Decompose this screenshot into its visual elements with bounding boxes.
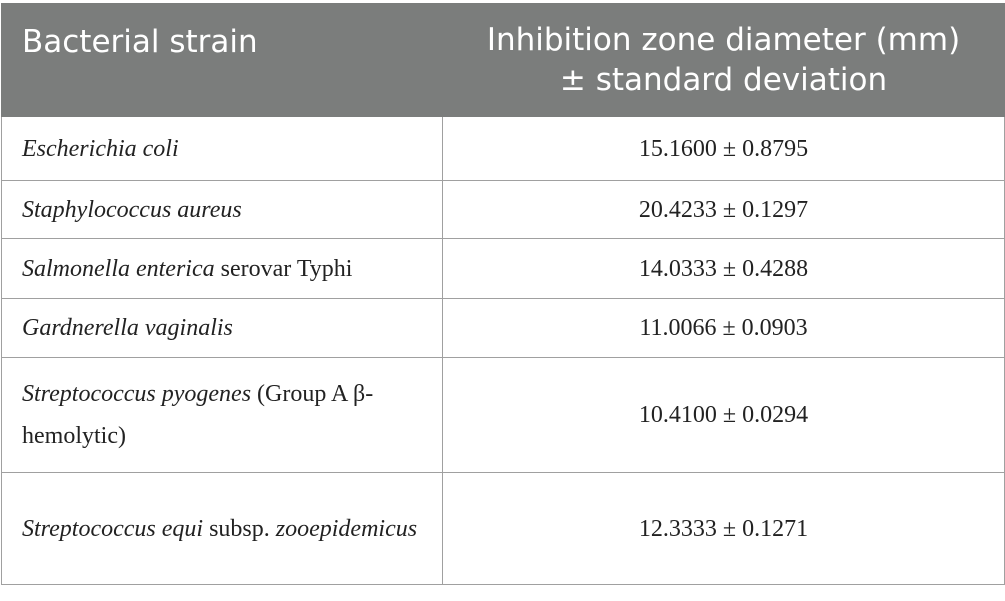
table-row: Salmonella enterica serovar Typhi 14.0333… (1, 238, 1005, 299)
strain-cell: Salmonella enterica serovar Typhi (1, 238, 443, 299)
strain-text: serovar Typhi (214, 255, 353, 282)
strain-text: Streptococcus pyogenes (22, 381, 252, 407)
zone-cell: 11.0066 ± 0.0903 (442, 298, 1005, 358)
strain-text: subsp. (203, 515, 276, 542)
strain-text: Gardnerella vaginalis (22, 315, 233, 341)
page: Bacterial strain Inhibition zone diamete… (0, 3, 1005, 601)
zone-cell: 14.0333 ± 0.4288 (442, 238, 1005, 299)
strain-text: Staphylococcus aureus (22, 196, 242, 223)
strain-cell: Streptococcus pyogenes (Group A β-hemoly… (1, 357, 443, 473)
data-table: Bacterial strain Inhibition zone diamete… (1, 3, 1005, 585)
zone-cell: 12.3333 ± 0.1271 (442, 472, 1005, 585)
table-row: Streptococcus pyogenes (Group A β-hemoly… (1, 357, 1005, 473)
strain-text: Escherichia coli (22, 135, 179, 162)
table-row: Streptococcus equi subsp. zooepidemicus 1… (1, 472, 1005, 585)
header-cell: Bacterial strain (1, 3, 443, 117)
strain-text: Salmonella enterica (22, 255, 215, 282)
zone-cell: 20.4233 ± 0.1297 (442, 180, 1005, 239)
header-row: Bacterial strain Inhibition zone diamete… (1, 3, 1005, 117)
strain-cell: Escherichia coli (1, 116, 443, 181)
zone-cell: 10.4100 ± 0.0294 (442, 357, 1005, 473)
strain-cell: Staphylococcus aureus (1, 180, 443, 239)
strain-text: (Group A β-hemolytic) (22, 381, 374, 449)
strain-cell: Gardnerella vaginalis (1, 298, 443, 358)
table-row: Escherichia coli 15.1600 ± 0.8795 (1, 116, 1005, 181)
table-row: Gardnerella vaginalis 11.0066 ± 0.0903 (1, 298, 1005, 358)
table-row: Staphylococcus aureus 20.4233 ± 0.1297 (1, 180, 1005, 239)
zone-cell: 15.1600 ± 0.8795 (442, 116, 1005, 181)
table-body: Escherichia coli 15.1600 ± 0.8795 Staphylo… (1, 116, 1005, 585)
header-cell: Inhibition zone diameter (mm) ± standard… (442, 3, 1005, 117)
strain-text: Streptococcus equi (22, 515, 204, 542)
table-header: Bacterial strain Inhibition zone diamete… (1, 3, 1005, 117)
strain-cell: Streptococcus equi subsp. zooepidemicus (1, 472, 443, 585)
strain-text: zooepidemicus (275, 515, 418, 542)
